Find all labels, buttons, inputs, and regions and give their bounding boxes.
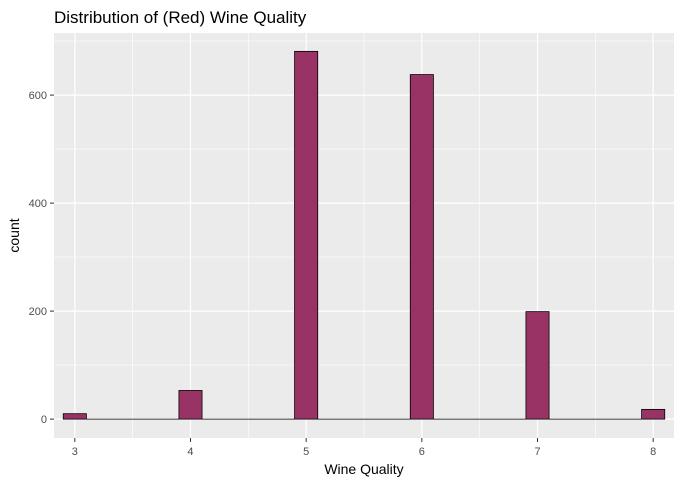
x-tick-label: 3	[72, 446, 78, 458]
chart-title: Distribution of (Red) Wine Quality	[54, 8, 307, 27]
x-tick-label: 5	[303, 446, 309, 458]
x-axis-title: Wine Quality	[324, 461, 403, 477]
minor-gridlines	[54, 33, 674, 438]
y-tick-label: 0	[41, 414, 47, 426]
y-axis-title: count	[6, 218, 22, 252]
histogram-bar	[525, 311, 550, 420]
histogram-bar	[178, 390, 203, 420]
x-tick-label: 7	[534, 446, 540, 458]
histogram-bar	[641, 408, 666, 420]
y-axis-ticks: 0 200 400 600	[29, 90, 54, 426]
y-tick-label: 200	[29, 306, 47, 318]
histogram-bar	[294, 50, 319, 420]
histogram-bars	[62, 50, 666, 420]
x-tick-label: 4	[187, 446, 193, 458]
y-tick-label: 600	[29, 90, 47, 102]
histogram-bar	[62, 413, 87, 420]
histogram-bar	[409, 74, 434, 420]
x-tick-label: 8	[650, 446, 656, 458]
x-axis-ticks: 3 4 5 6 7 8	[72, 438, 656, 458]
y-tick-label: 400	[29, 198, 47, 210]
x-tick-label: 6	[419, 446, 425, 458]
